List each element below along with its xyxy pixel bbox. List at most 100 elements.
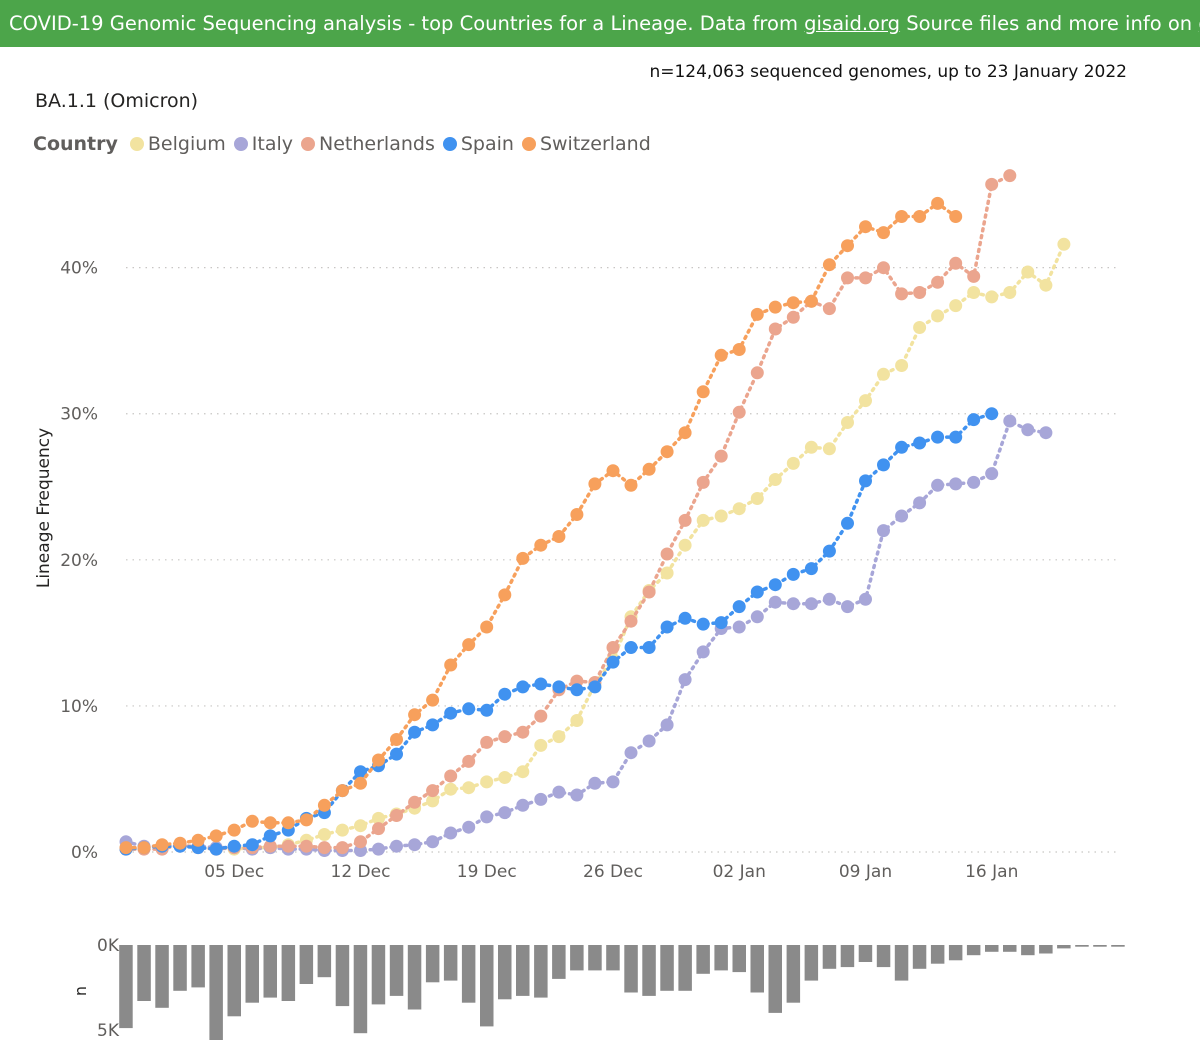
data-point-switzerland	[660, 445, 674, 459]
data-point-spain	[245, 838, 259, 852]
data-point-netherlands	[913, 286, 927, 299]
data-point-belgium	[804, 440, 818, 454]
data-point-switzerland	[173, 836, 187, 850]
title-banner: COVID-19 Genomic Sequencing analysis - t…	[0, 0, 1200, 47]
count-bar	[425, 945, 440, 983]
legend-item-netherlands[interactable]: Netherlands	[301, 133, 435, 155]
y-tick-label: 20%	[60, 551, 98, 571]
data-point-switzerland	[516, 551, 530, 565]
data-point-switzerland	[480, 620, 494, 634]
count-bar	[209, 945, 223, 1040]
data-point-italy	[498, 806, 512, 820]
count-bar	[461, 945, 476, 1003]
legend-item-switzerland[interactable]: Switzerland	[521, 133, 651, 155]
data-point-switzerland	[913, 210, 927, 223]
count-bar	[353, 945, 368, 1034]
legend-title: Country	[33, 133, 118, 155]
data-point-spain	[426, 718, 440, 732]
data-point-spain	[606, 655, 620, 669]
legend-item-belgium[interactable]: Belgium	[129, 133, 226, 155]
count-bar	[696, 945, 710, 974]
data-point-switzerland	[498, 588, 512, 602]
data-point-switzerland	[534, 538, 548, 552]
count-bar	[894, 945, 909, 981]
data-point-belgium	[949, 299, 963, 313]
data-point-netherlands	[498, 730, 512, 744]
count-bar	[389, 945, 404, 996]
github-link[interactable]: github	[1198, 12, 1200, 35]
data-point-switzerland	[570, 508, 584, 521]
data-point-spain	[209, 842, 223, 856]
data-point-netherlands	[786, 310, 800, 324]
count-bar	[407, 945, 422, 1010]
data-point-italy	[931, 478, 945, 492]
data-point-spain	[390, 747, 403, 761]
data-point-switzerland	[245, 814, 259, 828]
count-bar	[786, 945, 801, 1003]
data-point-switzerland	[931, 196, 945, 210]
data-point-spain	[841, 516, 854, 530]
count-bar	[768, 945, 782, 1013]
data-point-belgium	[480, 775, 494, 789]
data-point-spain	[913, 436, 927, 450]
x-tick-label: 12 Dec	[331, 862, 391, 882]
y-tick-label: 0%	[71, 843, 98, 863]
data-point-netherlands	[335, 841, 349, 855]
count-bar	[335, 945, 350, 1007]
data-point-switzerland	[372, 753, 385, 767]
count-bar	[714, 945, 728, 971]
data-point-netherlands	[480, 735, 494, 749]
count-bar	[624, 945, 638, 993]
data-point-netherlands	[895, 287, 909, 301]
count-bar	[1021, 945, 1035, 956]
count-bar	[281, 945, 296, 1001]
data-point-belgium	[822, 442, 836, 456]
data-point-belgium	[750, 492, 764, 505]
bar-y-tick-label: 0K	[97, 936, 120, 956]
data-point-switzerland	[822, 258, 836, 272]
data-point-italy	[372, 842, 385, 856]
legend-label-netherlands: Netherlands	[319, 133, 435, 155]
data-point-netherlands	[390, 809, 403, 822]
data-point-spain	[931, 430, 945, 444]
data-point-switzerland	[335, 784, 349, 798]
data-point-switzerland	[317, 798, 331, 812]
data-point-spain	[660, 620, 674, 634]
x-tick-label: 19 Dec	[457, 862, 517, 882]
data-point-netherlands	[859, 271, 872, 285]
count-bar	[1039, 945, 1053, 954]
count-bar	[498, 945, 512, 1000]
data-point-belgium	[859, 394, 872, 408]
data-point-italy	[967, 475, 981, 489]
gisaid-link[interactable]: gisaid.org	[804, 12, 901, 35]
data-point-italy	[913, 496, 927, 510]
legend-item-italy[interactable]: Italy	[233, 133, 293, 155]
data-point-spain	[678, 611, 692, 625]
data-point-belgium	[444, 782, 458, 796]
data-point-belgium	[877, 367, 890, 381]
data-point-italy	[1003, 414, 1017, 428]
data-point-switzerland	[732, 343, 746, 356]
data-point-belgium	[985, 290, 999, 304]
legend-label-switzerland: Switzerland	[539, 133, 651, 155]
data-point-netherlands	[750, 366, 764, 380]
data-point-belgium	[317, 828, 331, 841]
data-point-netherlands	[1003, 169, 1017, 183]
count-bar	[678, 945, 692, 991]
data-point-spain	[786, 567, 800, 581]
data-point-switzerland	[606, 464, 620, 478]
data-point-netherlands	[263, 839, 277, 853]
bar-y-axis-title: n	[71, 986, 90, 996]
series-switzerland	[119, 196, 963, 855]
y-tick-label: 40%	[60, 259, 98, 279]
data-point-switzerland	[588, 477, 602, 491]
data-point-belgium	[1003, 286, 1017, 299]
data-point-spain	[985, 407, 999, 421]
data-point-spain	[588, 680, 602, 694]
x-tick-label: 05 Dec	[204, 862, 264, 882]
legend-dot-italy	[233, 137, 248, 151]
data-point-spain	[949, 430, 963, 444]
data-point-spain	[354, 765, 367, 779]
legend-item-spain[interactable]: Spain	[442, 133, 514, 155]
